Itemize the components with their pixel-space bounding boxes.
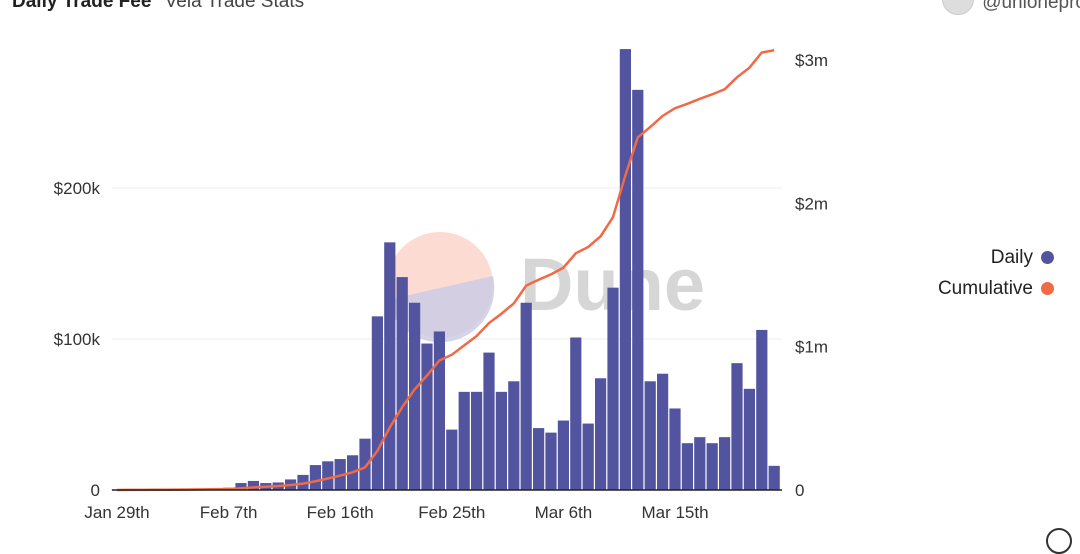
daily-bar[interactable] [558,421,569,490]
daily-dot-icon [1041,251,1054,264]
x-axis-tick-label: Jan 29th [84,503,149,522]
daily-bar[interactable] [322,461,333,490]
daily-bar[interactable] [446,430,457,490]
daily-bar[interactable] [508,381,519,490]
daily-bar[interactable] [496,392,507,490]
x-axis-tick-label: Mar 6th [535,503,593,522]
daily-bar[interactable] [595,378,606,490]
x-axis-tick-label: Feb 16th [307,503,374,522]
daily-bar[interactable] [421,344,432,490]
x-axis-tick-label: Mar 15th [641,503,708,522]
left-axis-tick-label: $100k [54,330,101,349]
chart-canvas: Dune 0 $100k $200k 0 $1m $2m $3m Jan 29th Feb 7t… [0,0,1080,541]
left-axis-tick-label: 0 [91,481,100,500]
daily-bar[interactable] [694,437,705,490]
right-axis-tick-label: 0 [795,481,804,500]
legend: Daily Cumulative [938,242,1054,304]
cumulative-dot-icon [1041,282,1054,295]
daily-bar[interactable] [669,408,680,490]
legend-item-cumulative[interactable]: Cumulative [938,273,1054,304]
daily-bar[interactable] [372,316,383,490]
daily-bar[interactable] [731,363,742,490]
daily-bar[interactable] [545,433,556,490]
daily-bar[interactable] [384,242,395,490]
daily-bar[interactable] [620,49,631,490]
daily-bar[interactable] [397,277,408,490]
dune-watermark: Dune [387,232,705,342]
daily-bar[interactable] [434,331,445,490]
daily-bar[interactable] [657,374,668,490]
x-axis-tick-label: Feb 25th [418,503,485,522]
daily-bar[interactable] [570,337,581,490]
daily-bar[interactable] [483,353,494,490]
left-axis-tick-label: $200k [54,179,101,198]
right-axis-tick-label: $1m [795,338,828,357]
daily-bar[interactable] [607,288,618,490]
daily-bar[interactable] [459,392,470,490]
legend-item-daily[interactable]: Daily [938,242,1054,273]
right-axis-tick-label: $3m [795,51,828,70]
daily-bar[interactable] [583,424,594,490]
daily-bar[interactable] [645,381,656,490]
daily-bar[interactable] [471,392,482,490]
options-icon[interactable] [1046,528,1072,554]
daily-bar[interactable] [533,428,544,490]
daily-bar[interactable] [707,443,718,490]
daily-bar[interactable] [521,303,532,490]
daily-bar[interactable] [744,389,755,490]
daily-bar[interactable] [359,439,370,490]
daily-bar[interactable] [310,465,321,490]
daily-bar[interactable] [682,443,693,490]
daily-bar[interactable] [719,437,730,490]
daily-bar[interactable] [756,330,767,490]
x-axis-tick-label: Feb 7th [200,503,258,522]
daily-bar[interactable] [769,466,780,490]
right-axis-tick-label: $2m [795,194,828,213]
